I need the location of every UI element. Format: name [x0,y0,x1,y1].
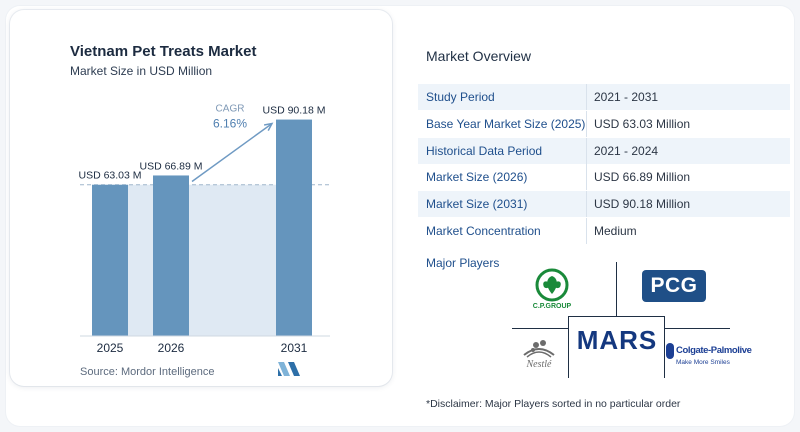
overview-row-label: Market Size (2026) [426,170,528,185]
bar-2031 [276,119,312,337]
bar-2025 [92,184,128,336]
nestle-text: Nestlé [526,358,552,370]
cagr-arrow-line [191,122,273,183]
pcg-logo: PCG [642,270,706,302]
bar-chart: USD 63.03 M 2025 USD 66.89 M 2026 USD 90.18 … [78,104,330,355]
cagr-label: CAGR [216,104,245,115]
source-note: Source: Mordor Intelligence [80,366,215,378]
x-tick-label: 2031 [281,341,308,355]
overview-row-value: USD 90.18 Million [594,197,691,212]
mars-logo: MARS [572,324,662,356]
overview-row-label: Market Concentration [426,224,541,238]
players-title: Major Players [426,256,500,270]
cagr-value: 6.16% [213,117,247,131]
logo-divider [664,328,730,329]
data-label: USD 63.03 M [78,170,141,182]
overview-title: Market Overview [426,48,532,64]
logo-divider [568,316,569,378]
data-label: USD 66.89 M [139,160,202,172]
overview-row-label: Study Period [426,90,495,104]
overview-row: Historical Data Period 2021 - 2024 [418,137,790,164]
bar-2026 [153,175,189,336]
overview-row-divider [586,84,587,110]
colgate-mark-icon [666,342,674,359]
x-tick-label: 2026 [158,341,185,355]
overview-row-divider [586,191,587,218]
colgate-logo: Colgate-Palmolive Make More Smiles [666,334,752,374]
colgate-row: Colgate-Palmolive [666,342,752,359]
overview-row-value: USD 63.03 Million [594,116,691,131]
overview-row-value: USD 66.89 Million [594,170,691,185]
logo-divider [568,316,664,317]
logo-divider [616,262,617,316]
overview-row-label: Historical Data Period [426,143,543,158]
overview-row-divider [586,218,587,244]
pcg-text: PCG [650,274,698,297]
overview-row-label: Base Year Market Size (2025) [426,116,586,131]
logo-divider [512,328,568,329]
colgate-text: Colgate-Palmolive [676,345,752,356]
overview-row-label: Market Size (2031) [426,197,528,212]
overview-row: Study Period 2021 - 2031 [418,84,790,110]
data-label: USD 90.18 M [262,105,325,117]
nestle-logo: Nestlé [512,332,566,374]
mordor-intelligence-logo [278,362,300,376]
overview-row-divider [586,110,587,137]
overview-row: Market Concentration Medium [418,218,790,244]
cp-group-emblem [535,268,569,302]
disclaimer: *Disclaimer: Major Players sorted in no … [426,398,681,410]
chart-subtitle: Market Size in USD Million [70,64,213,78]
reference-band [128,184,276,336]
overview-row: Market Size (2031) USD 90.18 Million [418,191,790,218]
overview-row-divider [586,137,587,164]
nestle-nest-emblem [523,339,555,358]
logo-divider [664,316,665,378]
mars-text: MARS [576,324,658,355]
chart-title: Vietnam Pet Treats Market [70,43,257,60]
overview-row-value: Medium [594,224,637,238]
cp-group-logo: C.P.GROUP [522,264,582,314]
cagr-arrow-head [263,122,274,131]
cp-group-text: C.P.GROUP [532,303,572,310]
overview-row-divider [586,164,587,191]
colgate-tagline: Make More Smiles [676,358,730,366]
overview-row: Base Year Market Size (2025) USD 63.03 Mi… [418,110,790,137]
overview-row: Market Size (2026) USD 66.89 Million [418,164,790,191]
overview-row-value: 2021 - 2031 [594,90,659,104]
overview-row-value: 2021 - 2024 [594,143,659,158]
x-tick-label: 2025 [97,341,124,355]
